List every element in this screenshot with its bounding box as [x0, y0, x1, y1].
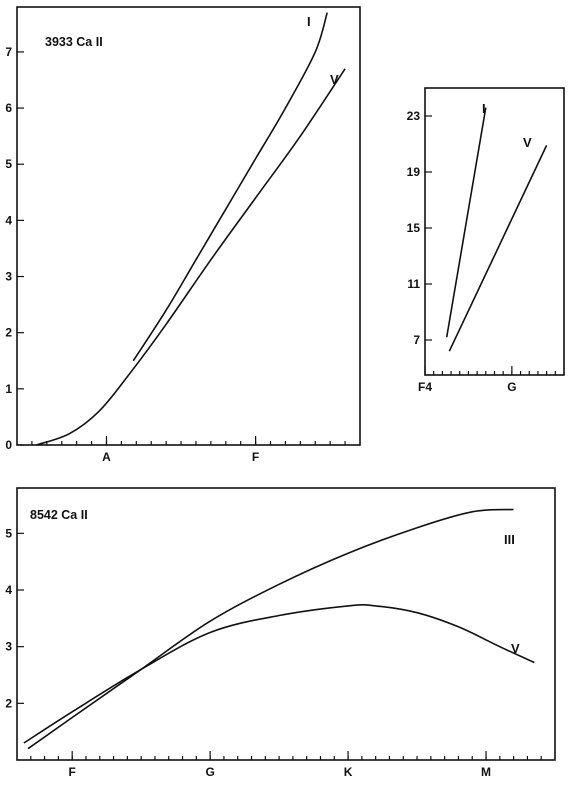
series-line-I: [445, 107, 487, 338]
x-tick-label: G: [205, 765, 214, 779]
y-tick-label: 2: [5, 696, 12, 710]
series-line-I: [132, 12, 328, 362]
chart-title: 3933 Ca II: [45, 35, 103, 49]
x-tick-label: F: [252, 450, 259, 464]
series-label-I: I: [307, 14, 311, 29]
y-tick-label: 6: [5, 101, 12, 115]
y-tick-label: 1: [5, 382, 12, 396]
x-tick-label: G: [507, 380, 516, 394]
y-tick-label: 4: [5, 213, 12, 227]
series-label-V: V: [330, 72, 339, 87]
series-label-I: I: [482, 101, 486, 116]
y-tick-label: 23: [407, 109, 421, 123]
series-line-V: [23, 604, 535, 744]
chart-inset-f4-g: I V F4 G 7 11 15 19 23: [407, 87, 565, 394]
x-tick-label: A: [102, 450, 111, 464]
x-tick-label: K: [344, 765, 353, 779]
y-tick-label: 19: [407, 165, 421, 179]
x-tick-label: M: [481, 765, 491, 779]
x-tick-label: F4: [418, 380, 432, 394]
y-tick-label: 2: [5, 326, 12, 340]
y-tick-label: 5: [5, 526, 12, 540]
series-label-V: V: [511, 641, 520, 656]
y-tick-label: 11: [407, 277, 420, 291]
chart-frame: [424, 87, 565, 376]
y-tick-label: 3: [5, 270, 12, 284]
y-tick-label: 15: [407, 221, 421, 235]
series-line-V: [448, 145, 548, 352]
y-tick-label: 3: [5, 640, 12, 654]
chart-frame: [16, 6, 361, 446]
chart-3933-ca-ii: 3933 Ca II I V A F 0 1 2 3 4 5 6 7: [5, 6, 361, 464]
y-tick-label: 4: [5, 583, 12, 597]
x-tick-label: F: [69, 765, 76, 779]
y-tick-label: 5: [5, 157, 12, 171]
series-line-III: [27, 508, 514, 750]
chart-frame: [16, 487, 556, 761]
chart-title: 8542 Ca II: [30, 508, 88, 522]
series-line-V: [36, 68, 346, 446]
series-label-V: V: [523, 135, 532, 150]
y-tick-label: 7: [5, 45, 12, 59]
y-tick-label: 0: [5, 438, 12, 452]
chart-8542-ca-ii: 8542 Ca II III V F G K M 2 3 4 5: [5, 487, 556, 779]
series-label-III: III: [504, 532, 515, 547]
y-tick-label: 7: [413, 333, 420, 347]
